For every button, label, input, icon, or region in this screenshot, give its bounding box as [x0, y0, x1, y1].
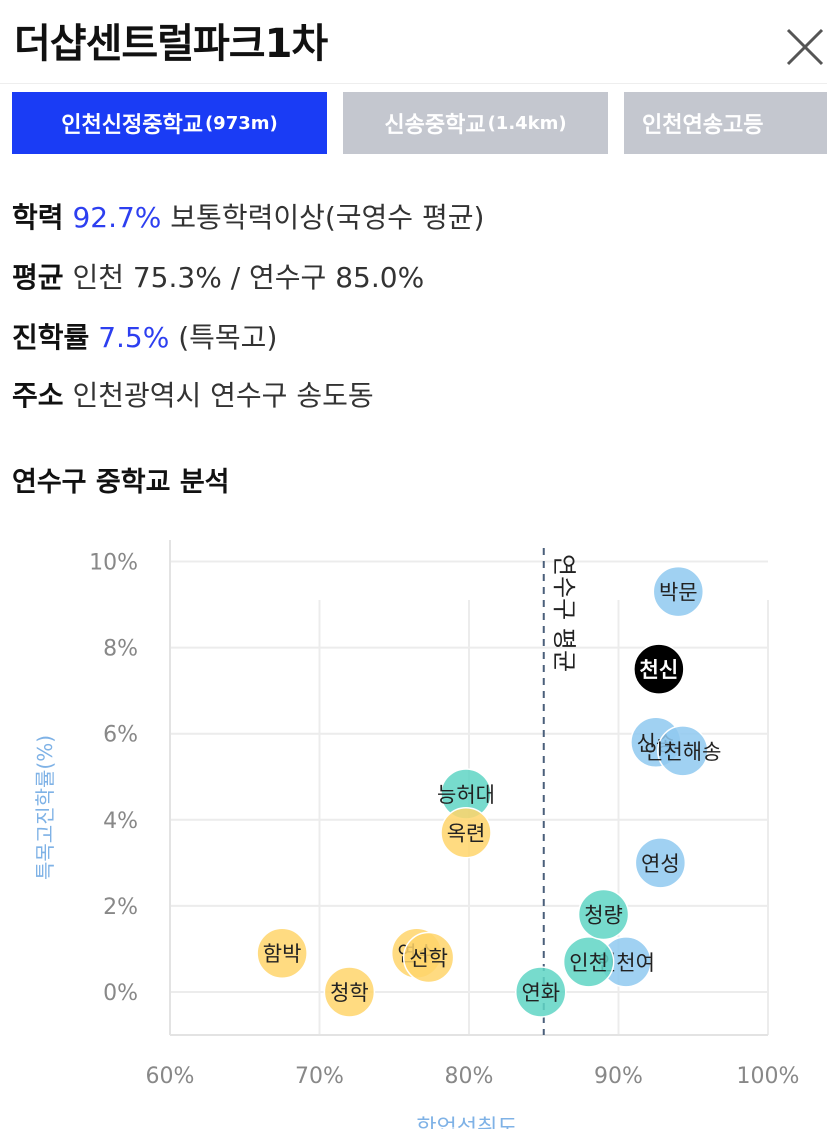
x-tick-label: 60%	[146, 1064, 195, 1089]
school-bubble-label: 옥련	[447, 822, 486, 846]
average-reference-label: 연수구 평균	[550, 554, 578, 672]
school-point: 연성	[634, 837, 687, 889]
average-row: 평균 인천 75.3% / 연수구 85.0%	[12, 258, 424, 298]
tab-school-3[interactable]: 인천연송고등	[624, 92, 827, 154]
school-bubble	[402, 931, 455, 984]
school-bubble	[657, 725, 709, 777]
y-tick-label: 10%	[89, 551, 138, 576]
tab-school-name: 신송중학교	[384, 113, 486, 138]
close-icon[interactable]	[782, 24, 827, 70]
achievement-value: 92.7%	[72, 201, 162, 234]
y-tick-label: 6%	[103, 723, 138, 748]
school-bubble	[633, 643, 685, 695]
school-bubble-label: 연성	[641, 852, 680, 876]
school-bubble	[256, 927, 308, 979]
school-point: 천신	[633, 643, 685, 695]
school-point: 함박	[256, 927, 308, 979]
achievement-desc: 보통학력이상(국영수 평균)	[170, 201, 485, 234]
school-bubble	[652, 565, 705, 618]
school-scatter-chart: 0% 2% 4% 6% 8% 10% 60% 70% 80% 90% 100% 특목고진학률(%) 학업…	[33, 540, 800, 1129]
y-tick-label: 4%	[103, 809, 138, 834]
y-axis-title: 특목고진학률(%)	[33, 735, 57, 880]
tab-school-1[interactable]: 인천신정중학교 (973m)	[12, 92, 327, 154]
address-row: 주소 인천광역시 연수구 송도동	[12, 376, 374, 416]
school-point: 청량	[577, 888, 630, 941]
x-tick-label: 70%	[295, 1064, 344, 1089]
y-tick-label: 8%	[103, 637, 138, 662]
tab-school-distance: (1.4km)	[487, 112, 567, 134]
school-bubble-label: 능허대	[437, 783, 495, 807]
tab-school-distance: (973m)	[204, 112, 278, 134]
school-point: 박문	[652, 565, 705, 618]
address-label: 주소	[12, 379, 64, 412]
school-point: 청학	[323, 966, 376, 1018]
header-divider	[0, 83, 827, 84]
address-value: 인천광역시 연수구 송도동	[72, 379, 374, 412]
advancement-desc: (특목고)	[178, 321, 278, 354]
tab-school-name: 인천연송고등	[642, 113, 764, 138]
y-tick-label: 2%	[103, 895, 138, 920]
school-bubble-label: 천신	[640, 658, 679, 682]
school-bubble	[577, 888, 630, 941]
advancement-row: 진학률 7.5% (특목고)	[12, 318, 277, 358]
school-bubble-label: 선학	[409, 947, 448, 971]
school-bubble	[323, 966, 376, 1018]
x-tick-label: 100%	[737, 1064, 800, 1089]
achievement-row: 학력 92.7% 보통학력이상(국영수 평균)	[12, 198, 484, 238]
school-bubble	[440, 806, 492, 859]
school-bubble	[634, 837, 687, 889]
advancement-label: 진학률	[12, 321, 90, 354]
school-bubble-label: 청학	[330, 981, 369, 1005]
page-title: 더샵센트럴파크1차	[14, 21, 328, 67]
school-bubble-label: 박문	[659, 581, 698, 605]
school-bubble-label: 청량	[584, 903, 623, 927]
tab-school-2[interactable]: 신송중학교 (1.4km)	[343, 92, 608, 154]
x-tick-label: 80%	[445, 1064, 494, 1089]
x-tick-label: 90%	[594, 1064, 643, 1089]
achievement-label: 학력	[12, 201, 64, 234]
tab-school-name: 인천신정중학교	[61, 113, 203, 138]
school-bubble-label: 함박	[263, 942, 302, 966]
school-tabs: 인천신정중학교 (973m) 신송중학교 (1.4km) 인천연송고등	[12, 92, 827, 154]
school-bubble	[562, 936, 615, 988]
school-point: 인천해송	[644, 725, 721, 777]
school-point: 연화	[515, 966, 567, 1018]
average-value: 인천 75.3% / 연수구 85.0%	[72, 261, 425, 294]
school-point: 능허대	[437, 768, 495, 820]
section-title: 연수구 중학교 분석	[12, 467, 230, 498]
x-axis-title: 학업성취도	[416, 1116, 517, 1129]
school-point: 옥련	[440, 806, 492, 859]
school-bubble-label: 인천	[569, 951, 608, 975]
y-tick-label: 0%	[103, 981, 138, 1006]
school-bubble	[515, 966, 567, 1018]
average-label: 평균	[12, 261, 64, 294]
school-point: 인천	[562, 936, 615, 988]
school-bubble-label: 연화	[521, 981, 560, 1005]
school-bubble-label: 인천해송	[644, 740, 721, 764]
advancement-value: 7.5%	[98, 321, 170, 354]
school-point: 선학	[402, 931, 455, 984]
